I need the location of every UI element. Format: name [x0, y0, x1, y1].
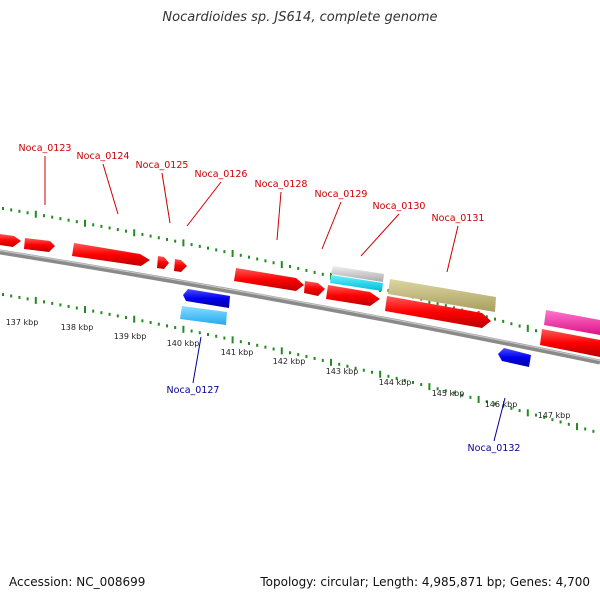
topology-text: Topology: circular; Length: 4,985,871 bp… [260, 575, 590, 589]
gene-leader-line [446, 225, 459, 273]
gene-leader-line [186, 181, 222, 227]
gene-feature-red[interactable] [540, 329, 600, 357]
kbp-label: 145 kbp [432, 389, 465, 398]
tick-row-bottom [2, 293, 595, 433]
gene-label-top[interactable]: Noca_0128 [255, 179, 308, 190]
gene-feature-red[interactable] [326, 285, 380, 306]
gene-labels: Noca_0123 Noca_0124 Noca_0125 Noca_0126 Noca… [19, 143, 521, 454]
gene-label-top[interactable]: Noca_0130 [373, 201, 426, 212]
kbp-label: 147 kbp [538, 411, 571, 420]
gene-feature-blue[interactable] [183, 289, 230, 308]
gene-leader-line [102, 163, 119, 215]
kbp-label: 142 kbp [273, 357, 306, 366]
reverse-genes [180, 289, 531, 367]
kbp-scale-labels: 137 kbp 138 kbp 139 kbp 140 kbp 141 kbp 142 k… [6, 318, 571, 420]
gene-feature-pink[interactable] [544, 310, 600, 335]
gene-feature-red[interactable] [304, 281, 325, 296]
gene-feature-lightblue[interactable] [180, 306, 227, 325]
gene-label-bottom[interactable]: Noca_0132 [468, 443, 521, 454]
gene-leader-line [321, 201, 342, 250]
gene-feature-red[interactable] [72, 243, 150, 266]
gene-feature-red[interactable] [0, 234, 21, 247]
gene-feature-olive[interactable] [388, 279, 496, 312]
kbp-label: 141 kbp [221, 348, 254, 357]
genome-backbone [0, 249, 600, 365]
gene-feature-cyan[interactable] [330, 275, 383, 291]
gene-label-bottom[interactable]: Noca_0127 [167, 385, 220, 396]
gene-leader-line [276, 191, 282, 241]
kbp-label: 144 kbp [379, 378, 412, 387]
gene-label-top[interactable]: Noca_0124 [77, 151, 130, 162]
gene-label-top[interactable]: Noca_0125 [136, 160, 189, 171]
gene-feature-red[interactable] [24, 238, 55, 252]
gene-feature-blue[interactable] [498, 348, 531, 367]
kbp-label: 140 kbp [167, 339, 200, 348]
accession-text: Accession: NC_008699 [9, 575, 146, 589]
kbp-label: 138 kbp [61, 323, 94, 332]
kbp-label: 139 kbp [114, 332, 147, 341]
gene-feature-grey[interactable] [331, 266, 384, 282]
kbp-label: 146 kbp [485, 400, 518, 409]
gene-feature-red[interactable] [385, 296, 491, 328]
gene-label-top[interactable]: Noca_0129 [315, 189, 368, 200]
map-title: Nocardioides sp. JS614, complete genome [162, 10, 438, 25]
gene-label-top[interactable]: Noca_0126 [195, 169, 248, 180]
gene-feature-red[interactable] [174, 259, 187, 272]
kbp-label: 137 kbp [6, 318, 39, 327]
gene-label-top[interactable]: Noca_0123 [19, 143, 72, 154]
gene-feature-red[interactable] [157, 256, 169, 269]
gene-leader-line [360, 213, 400, 257]
gene-leader-line [192, 336, 202, 384]
gene-leader-line [161, 172, 171, 224]
gene-feature-red[interactable] [234, 268, 304, 291]
forward-genes [0, 234, 600, 357]
kbp-label: 143 kbp [326, 367, 359, 376]
genome-backbone-highlight [0, 249, 600, 362]
gene-label-top[interactable]: Noca_0131 [432, 213, 485, 224]
gene-leader-line [493, 397, 506, 442]
